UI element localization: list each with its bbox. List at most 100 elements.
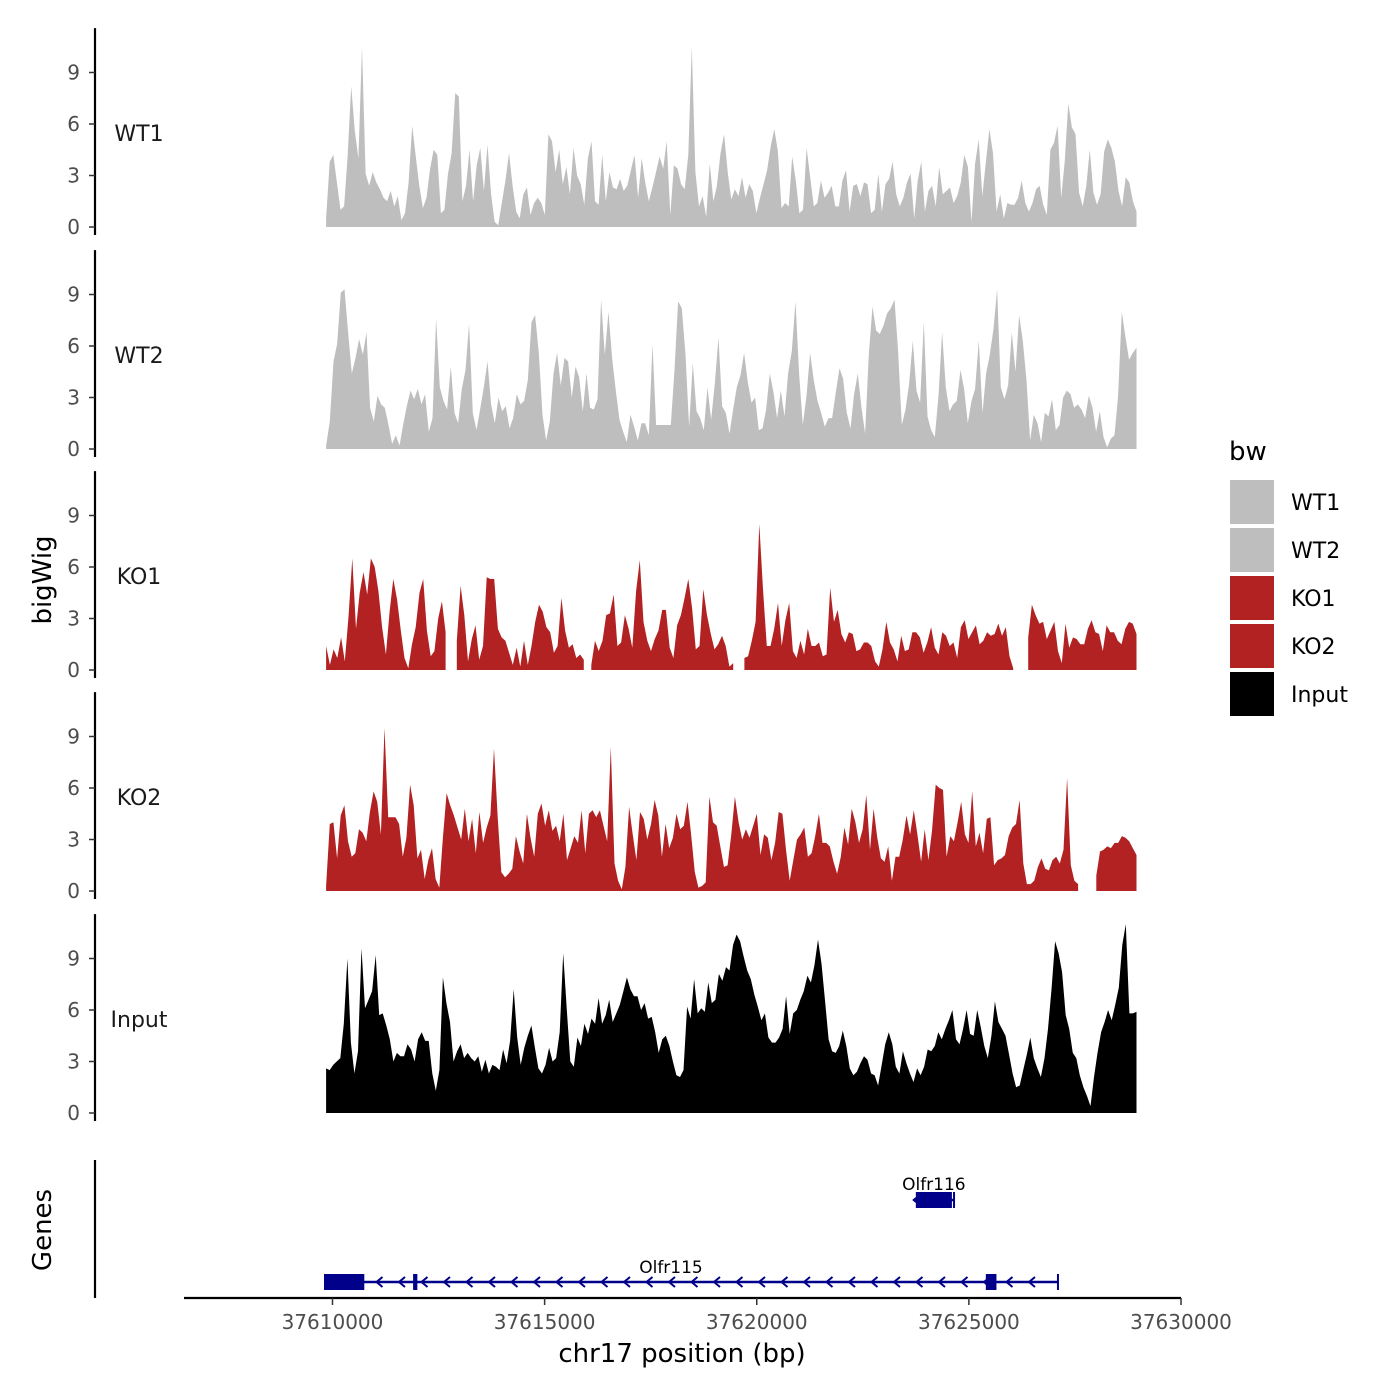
y-tick-label: 6 — [67, 334, 80, 358]
x-tick-label: 37620000 — [706, 1310, 808, 1334]
track-label-input: Input — [111, 1008, 168, 1033]
legend-label-wt2: WT2 — [1291, 539, 1340, 564]
track-label-ko2: KO2 — [117, 786, 162, 811]
strand-arrow — [644, 1276, 654, 1288]
y-tick-label: 6 — [67, 555, 80, 579]
strand-arrow — [959, 1276, 969, 1288]
legend-label-wt1: WT1 — [1291, 491, 1340, 516]
y-tick-label: 9 — [67, 504, 80, 528]
strand-arrow — [1004, 1276, 1014, 1288]
strand-arrow — [734, 1276, 744, 1288]
strand-arrow — [779, 1276, 789, 1288]
x-axis: 37610000 37615000 37620000 37625000 37630000 — [184, 1296, 1232, 1334]
y-tick-label: 0 — [67, 437, 80, 461]
y-tick-label: 3 — [67, 828, 80, 852]
legend-swatch-wt1 — [1230, 480, 1274, 524]
y-tick-label: 6 — [67, 998, 80, 1022]
strand-arrow — [824, 1276, 834, 1288]
y-tick-label: 3 — [67, 164, 80, 188]
legend-title: bw — [1229, 437, 1267, 467]
gene-track: Olfr116 Olfr115 — [93, 1160, 1059, 1298]
signal-area-wt2-0 — [326, 289, 1137, 449]
legend-swatch-input — [1230, 672, 1274, 716]
x-tick-label: 37615000 — [494, 1310, 596, 1334]
signal-area-ko2-1 — [1096, 836, 1137, 891]
gene-label: Olfr116 — [902, 1175, 966, 1195]
genes-track-title: Genes — [28, 1189, 58, 1271]
signal-area-ko1-0 — [326, 558, 446, 670]
strand-arrow — [869, 1276, 879, 1288]
track-panel-wt2: 0 3 6 9 WT2 — [67, 250, 1137, 461]
y-tick-label: 0 — [67, 215, 80, 239]
signal-area-ko2-0 — [326, 727, 1079, 891]
gene-exon — [324, 1274, 365, 1290]
strand-arrow — [712, 1276, 721, 1288]
signal-area-ko1-2 — [591, 560, 734, 670]
signal-area-ko1-1 — [456, 577, 584, 670]
legend-label-input: Input — [1291, 683, 1348, 708]
legend-swatch-ko2 — [1230, 624, 1274, 668]
strand-arrow — [914, 1276, 924, 1288]
strand-arrow — [577, 1276, 586, 1288]
gene-olfr115: Olfr115 — [324, 1258, 1059, 1290]
y-tick-label: 0 — [67, 879, 80, 903]
x-tick-label: 37610000 — [282, 1310, 384, 1334]
track-label-ko1: KO1 — [117, 565, 162, 590]
x-axis-title: chr17 position (bp) — [558, 1339, 805, 1369]
strand-arrow — [599, 1276, 609, 1288]
strand-arrow — [554, 1276, 564, 1288]
strand-arrow — [487, 1276, 496, 1288]
strand-arrow — [689, 1276, 699, 1288]
legend-swatch-wt2 — [1230, 528, 1274, 572]
strand-arrow — [757, 1276, 766, 1288]
signal-area-ko1-4 — [1028, 604, 1137, 670]
y-tick-label: 9 — [67, 725, 80, 749]
y-tick-label: 9 — [67, 283, 80, 307]
track-panel-input: 0 3 6 9 Input — [67, 914, 1137, 1125]
strand-arrow — [802, 1276, 811, 1288]
gene-exon — [985, 1274, 997, 1290]
legend-label-ko2: KO2 — [1291, 635, 1336, 660]
legend-label-ko1: KO1 — [1291, 587, 1336, 612]
gene-exon — [413, 1274, 418, 1290]
strand-arrow — [397, 1276, 406, 1288]
track-panel-wt1: 0 3 6 9 WT1 — [67, 28, 1137, 239]
strand-arrow — [847, 1276, 856, 1288]
signal-area-wt1-0 — [326, 46, 1137, 227]
gene-olfr116: Olfr116 — [902, 1175, 966, 1208]
signal-area-input-0 — [326, 924, 1137, 1113]
y-tick-label: 3 — [67, 607, 80, 631]
strand-arrow — [892, 1276, 901, 1288]
legend-swatch-ko1 — [1230, 576, 1274, 620]
strand-arrow — [937, 1276, 946, 1288]
strand-arrow — [464, 1276, 474, 1288]
y-tick-label: 0 — [67, 658, 80, 682]
track-panel-ko2: 0 3 6 9 KO2 — [67, 692, 1137, 903]
y-tick-label: 0 — [67, 1101, 80, 1125]
y-tick-label: 3 — [67, 386, 80, 410]
gene-exon — [915, 1192, 952, 1208]
strand-arrow — [532, 1276, 541, 1288]
strand-arrow — [667, 1276, 676, 1288]
gene-label: Olfr115 — [639, 1258, 703, 1278]
x-tick-label: 37625000 — [918, 1310, 1020, 1334]
track-label-wt2: WT2 — [114, 344, 163, 369]
strand-arrow — [622, 1276, 631, 1288]
strand-arrow — [1027, 1276, 1036, 1288]
legend: bw WT1 WT2 KO1 KO2 Input — [1229, 437, 1348, 716]
y-tick-label: 9 — [67, 947, 80, 971]
y-axis-title: bigWig — [28, 535, 58, 624]
track-label-wt1: WT1 — [114, 122, 163, 147]
y-tick-label: 6 — [67, 112, 80, 136]
strand-arrow — [419, 1276, 429, 1288]
signal-panels: 0 3 6 9 WT1 0 3 6 9 WT2 0 3 6 9 KO1 0 3 6 9 KO2 0 3 6 9 Input — [67, 28, 1137, 1125]
strand-arrow — [509, 1276, 519, 1288]
y-tick-label: 6 — [67, 776, 80, 800]
y-tick-label: 3 — [67, 1050, 80, 1074]
strand-arrow — [374, 1276, 384, 1288]
y-tick-label: 9 — [67, 61, 80, 85]
track-panel-ko1: 0 3 6 9 KO1 — [67, 471, 1137, 682]
strand-arrow — [442, 1276, 451, 1288]
signal-area-ko1-3 — [744, 524, 1014, 670]
